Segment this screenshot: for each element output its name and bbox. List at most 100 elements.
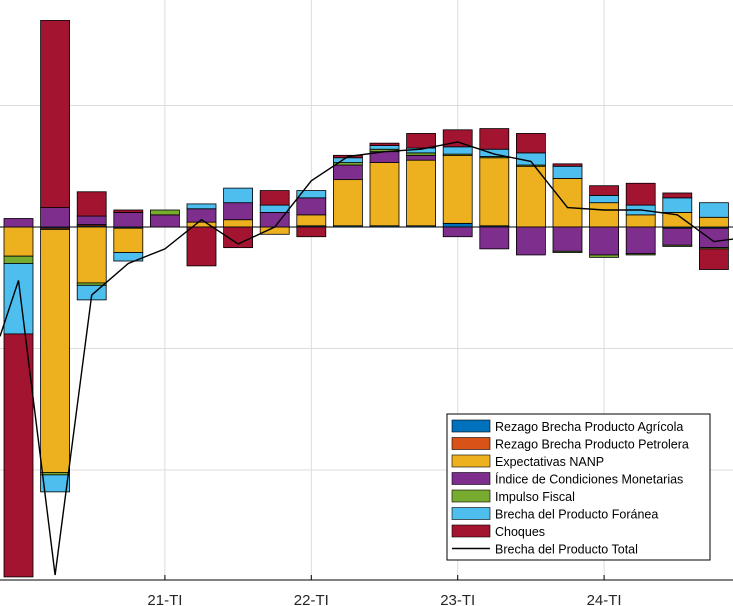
bar-segment [552, 165, 583, 179]
bar-segment [113, 209, 144, 213]
legend-label: Expectativas NANP [495, 455, 604, 469]
bar-segment [589, 226, 619, 256]
legend-swatch [451, 472, 491, 485]
bar-segment [40, 207, 70, 228]
bar-segment [662, 192, 693, 199]
bar-segment [113, 227, 144, 253]
bar-segment [3, 255, 34, 264]
bar-segment [296, 190, 327, 199]
bar-segment [223, 202, 254, 221]
legend-box [446, 413, 711, 561]
bar-segment [662, 197, 693, 213]
bar-segment [406, 159, 437, 227]
x-tick-label: 23-TI [440, 592, 475, 606]
bar-segment [442, 129, 473, 148]
legend-label: Índice de Condiciones Monetarias [495, 472, 683, 487]
bar-segment [76, 215, 107, 225]
bar-segment [699, 216, 729, 228]
legend-swatch [451, 489, 491, 503]
legend-label: Rezago Brecha Producto Petrolera [495, 438, 689, 452]
bar-segment [296, 214, 327, 227]
legend-label: Brecha del Producto Total [495, 543, 638, 557]
bar-segment [259, 226, 290, 235]
bar-segment [186, 203, 217, 210]
bar-segment [3, 263, 34, 335]
bar-segment [442, 226, 473, 238]
bar-segment [186, 226, 217, 267]
bar-segment [552, 250, 583, 253]
bar-segment [406, 133, 437, 149]
bar-segment [479, 157, 510, 227]
legend-label: Rezago Brecha Producto Agrícola [495, 420, 683, 434]
bar-segment [625, 253, 656, 256]
bar-segment [149, 214, 180, 228]
x-tick-label: 21-TI [147, 592, 182, 606]
bar-segment [332, 157, 363, 164]
bar-segment [625, 182, 656, 206]
bar-segment [369, 145, 400, 150]
bar-segment [223, 219, 254, 228]
bar-segment [442, 146, 473, 155]
bar-segment [589, 185, 619, 196]
bar-segment [3, 333, 34, 578]
bar-segment [516, 165, 546, 228]
bar-segment [369, 142, 400, 146]
bar-segment [40, 229, 70, 473]
bars-layer [3, 20, 729, 578]
bar-segment [296, 197, 327, 216]
bar-segment [552, 163, 583, 167]
legend-label: Brecha del Producto Foránea [495, 508, 658, 522]
bar-segment [76, 226, 107, 284]
bar-segment [442, 154, 473, 224]
bar-segment [259, 190, 290, 206]
bar-segment [589, 254, 619, 258]
bar-segment [259, 204, 290, 213]
bar-segment [40, 20, 70, 208]
bar-segment [223, 187, 254, 204]
x-tick-label: 24-TI [587, 592, 622, 606]
total-line-layer [0, 141, 733, 576]
bar-segment [552, 177, 583, 228]
bar-segment [296, 226, 327, 238]
bar-segment [149, 209, 180, 216]
bar-segment [3, 218, 34, 228]
x-tick-label: 22-TI [294, 592, 329, 606]
total-line [0, 141, 733, 576]
legend-swatch [451, 437, 491, 450]
bar-segment [479, 128, 510, 150]
bar-segment [625, 214, 656, 228]
bar-segment [3, 226, 34, 257]
bar-segment [516, 133, 546, 154]
bar-segment [662, 227, 693, 246]
bar-segment [552, 226, 583, 252]
bar-segment [699, 202, 729, 218]
legend-label: Choques [495, 525, 545, 539]
legend-label: Impulso Fiscal [495, 490, 575, 504]
bar-segment [442, 222, 473, 228]
bar-segment [369, 162, 400, 227]
legend-swatch [451, 454, 491, 468]
bar-segment [332, 179, 363, 227]
legend: Rezago Brecha Producto Agrícola Rezago Br… [446, 413, 711, 561]
bar-segment [625, 226, 656, 255]
bar-segment [332, 164, 363, 181]
bar-segment [113, 252, 144, 262]
bar-segment [76, 191, 107, 217]
bar-segment [699, 227, 729, 249]
bar-segment [479, 226, 510, 250]
bar-segment [589, 202, 619, 228]
legend-swatch [451, 524, 491, 538]
bar-segment [589, 195, 619, 204]
legend-swatch [451, 507, 491, 520]
grid-layer [0, 0, 733, 580]
bar-segment [40, 474, 70, 493]
legend-swatch [451, 419, 491, 433]
bar-segment [406, 154, 437, 161]
bar-segment [113, 212, 144, 228]
bar-segment [662, 244, 693, 247]
bar-segment [699, 248, 729, 270]
bar-segment [516, 226, 546, 256]
